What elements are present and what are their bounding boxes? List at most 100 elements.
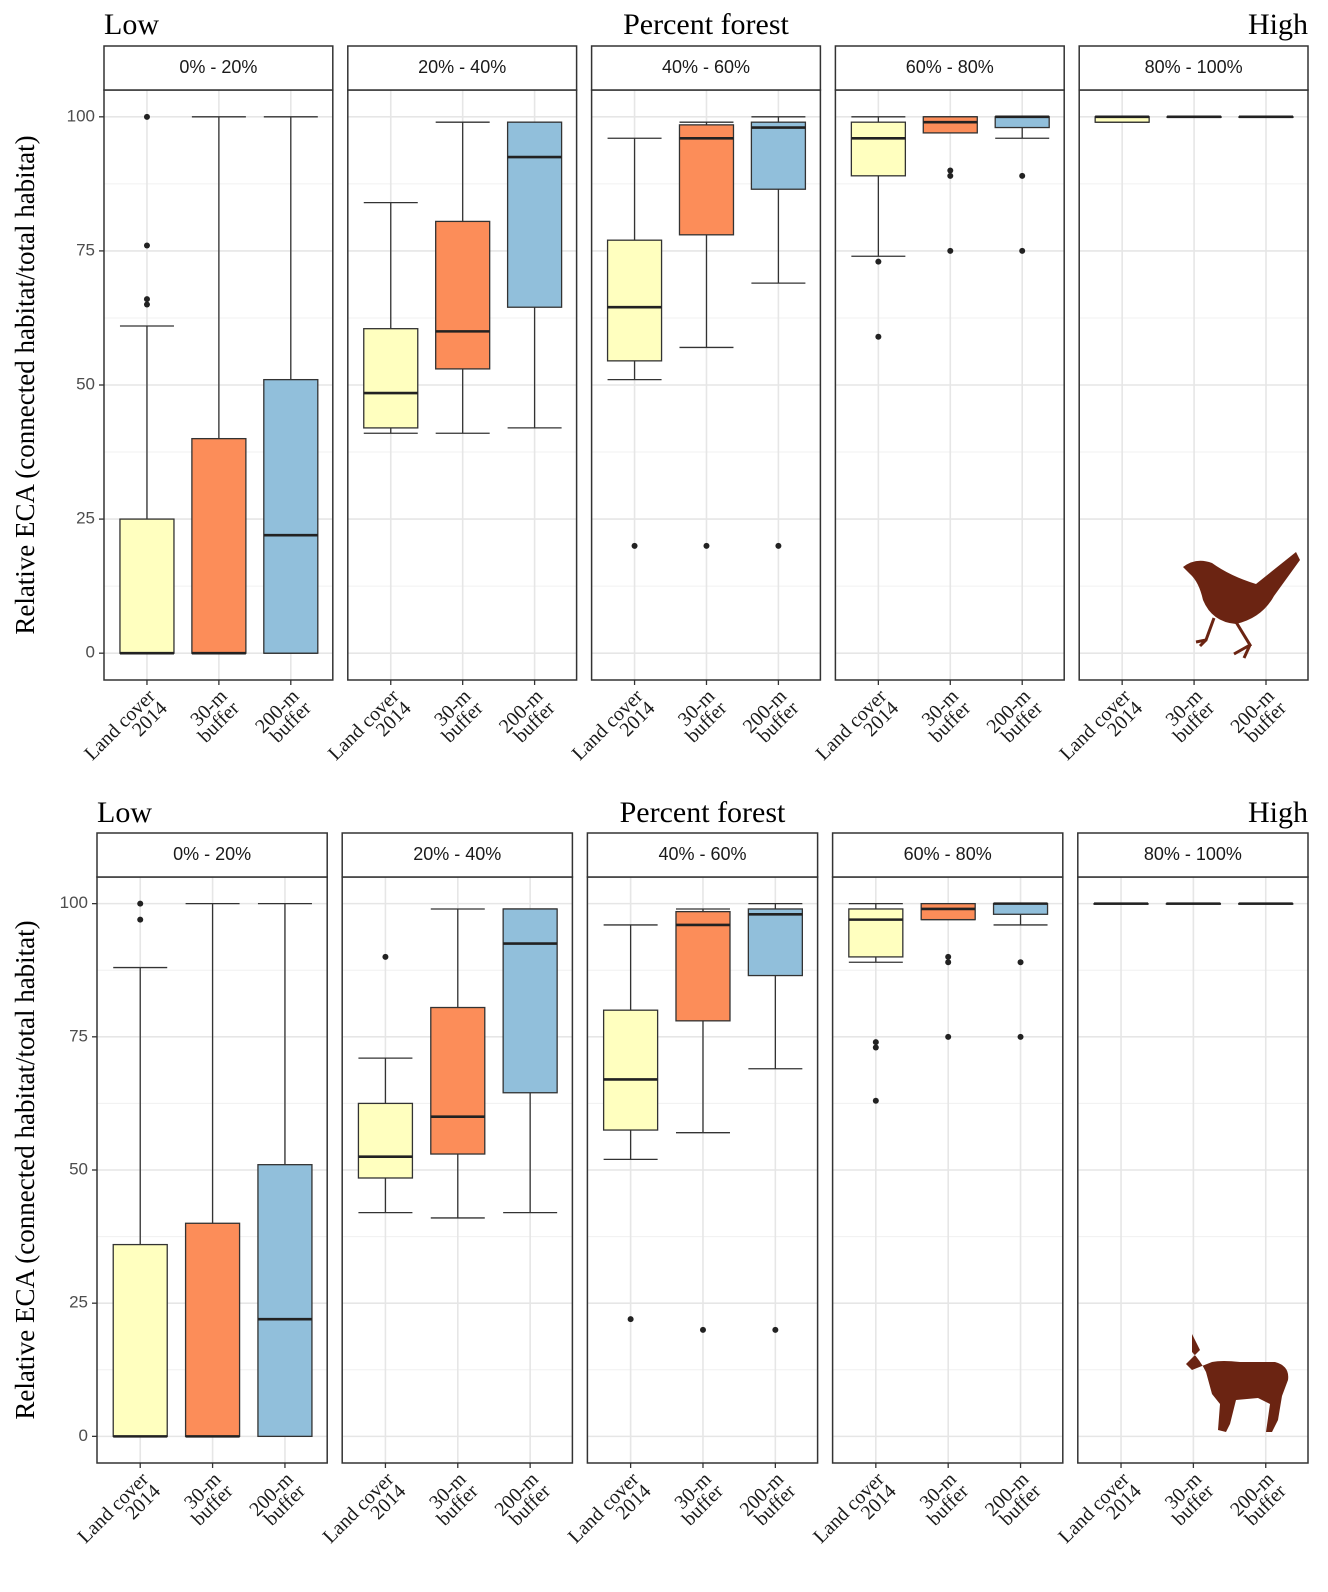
bird-icon (1183, 552, 1300, 658)
box (851, 122, 905, 176)
outlier (947, 248, 953, 254)
box (849, 909, 903, 957)
outlier (772, 1327, 778, 1333)
facet-label: 80% - 100% (1145, 57, 1243, 77)
header-right: High (1248, 796, 1308, 829)
box (995, 117, 1049, 128)
box (923, 117, 977, 133)
outlier (144, 114, 150, 120)
box (921, 904, 975, 920)
box (679, 125, 733, 235)
facet-label: 0% - 20% (173, 844, 251, 864)
y-tick-label: 75 (76, 240, 95, 259)
outlier (873, 1039, 879, 1045)
outlier (873, 1098, 879, 1104)
outlier (382, 954, 388, 960)
outlier (144, 296, 150, 302)
x-tick-label: 200-mbuffer (1226, 685, 1291, 750)
box (192, 439, 246, 654)
y-tick-label: 25 (76, 509, 95, 528)
header-left: Low (97, 796, 152, 829)
facet-label: 80% - 100% (1144, 844, 1242, 864)
outlier (144, 243, 150, 249)
facet-label: 60% - 80% (906, 57, 994, 77)
box (431, 1008, 485, 1155)
y-axis-label: Relative ECA (connected habitat/total ha… (10, 135, 40, 634)
outlier (137, 917, 143, 923)
outlier (1018, 1034, 1024, 1040)
box (508, 122, 562, 307)
outlier (945, 959, 951, 965)
y-axis-label: Relative ECA (connected habitat/total ha… (10, 920, 40, 1419)
y-tick-label: 100 (67, 106, 95, 125)
box (608, 240, 662, 361)
outlier (945, 954, 951, 960)
y-tick-label: 0 (86, 643, 95, 662)
outlier (875, 334, 881, 340)
box (604, 1010, 658, 1130)
outlier (875, 259, 881, 265)
header-left: Low (104, 8, 159, 41)
outlier (945, 1034, 951, 1040)
box (186, 1223, 240, 1436)
y-tick-label: 50 (69, 1159, 88, 1178)
header-center: Percent forest (620, 796, 786, 829)
outlier (1018, 959, 1024, 965)
box (358, 1103, 412, 1178)
deer-icon (1186, 1334, 1288, 1432)
outlier (1019, 173, 1025, 179)
box (503, 909, 557, 1093)
outlier (700, 1327, 706, 1333)
facet-label: 20% - 40% (418, 57, 506, 77)
box (748, 909, 802, 976)
box (120, 519, 174, 653)
outlier (703, 543, 709, 549)
x-tick-label: 30-mbuffer (176, 1468, 238, 1530)
y-tick-label: 75 (69, 1026, 88, 1045)
facet-label: 40% - 60% (662, 57, 750, 77)
y-tick-label: 25 (69, 1293, 88, 1312)
outlier (137, 901, 143, 907)
outlier (628, 1316, 634, 1322)
y-tick-label: 0 (79, 1426, 88, 1445)
facet-label: 0% - 20% (179, 57, 257, 77)
box (113, 1245, 167, 1437)
facet-label: 40% - 60% (658, 844, 746, 864)
x-tick-label: Land cover2014 (568, 685, 660, 777)
box (264, 380, 318, 654)
outlier (1019, 248, 1025, 254)
outlier (775, 543, 781, 549)
outlier (947, 167, 953, 173)
y-tick-label: 50 (76, 374, 95, 393)
header-center: Percent forest (623, 8, 789, 41)
outlier (144, 302, 150, 308)
figure: 0% - 20%Land cover201430-mbuffer200-mbuf… (0, 0, 1328, 1592)
header-right: High (1248, 8, 1308, 41)
x-tick-label: Land cover2014 (73, 1468, 165, 1560)
facet-label: 60% - 80% (904, 844, 992, 864)
outlier (947, 173, 953, 179)
